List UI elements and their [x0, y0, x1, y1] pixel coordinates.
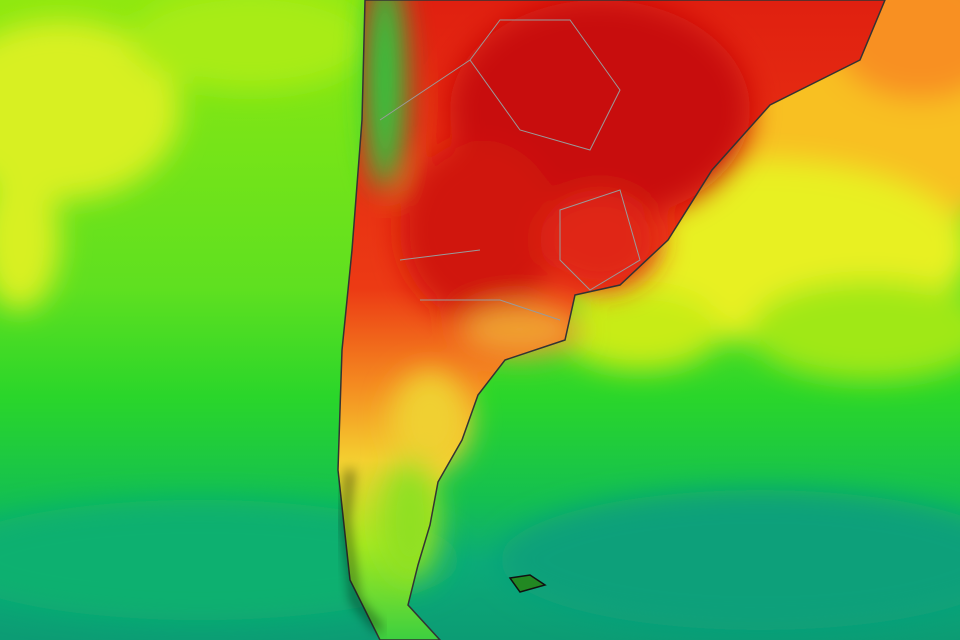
continent: [337, 0, 886, 640]
